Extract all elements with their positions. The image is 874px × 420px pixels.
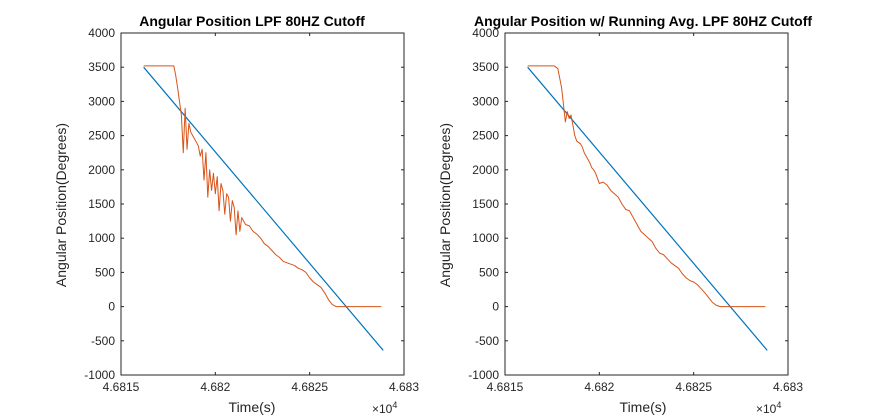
left-x-exponent-power: 4 <box>392 400 397 410</box>
left-y-tick-label: -1000 <box>84 368 115 382</box>
left-x-tick-label: 4.683 <box>389 380 419 394</box>
right-y-tick-label: 500 <box>479 265 499 279</box>
left-x-axis-exponent: ×104 <box>372 400 397 416</box>
left-x-exponent-base: ×10 <box>372 402 393 416</box>
right-y-tick-label: -500 <box>475 334 499 348</box>
left-y-tick-label: 1500 <box>88 197 115 211</box>
left-series-line-2 <box>143 65 382 308</box>
right-series-line-2 <box>527 65 766 308</box>
right-y-tick-label: 0 <box>492 300 499 314</box>
right-x-tick-label: 4.683 <box>773 380 803 394</box>
right-plot-axes: Angular Position w/ Running Avg. LPF 80H… <box>437 13 812 416</box>
right-x-tick-label: 4.6815 <box>487 380 524 394</box>
right-y-axis-label: Angular Position(Degrees) <box>437 123 453 287</box>
left-y-tick-label: 3500 <box>88 60 115 74</box>
right-y-tick-label: 2000 <box>472 163 499 177</box>
left-y-axis-label: Angular Position(Degrees) <box>53 123 69 287</box>
right-y-tick-label: 3000 <box>472 94 499 108</box>
left-x-axis-label: Time(s) <box>229 399 276 415</box>
right-x-exponent-base: ×10 <box>756 402 777 416</box>
right-plot-area: 4.6815 4.682 4.6825 4.683 -1000 -500 0 500 1000 1… <box>468 26 803 394</box>
right-y-tick-label: 1000 <box>472 231 499 245</box>
left-y-tick-label: 3000 <box>88 94 115 108</box>
right-y-tick-label: -1000 <box>468 368 499 382</box>
right-y-tick-label: 3500 <box>472 60 499 74</box>
left-series-line-1 <box>143 66 384 351</box>
left-y-tick-label: 0 <box>108 300 115 314</box>
left-x-tick-label: 4.6815 <box>103 380 140 394</box>
right-y-tick-label: 1500 <box>472 197 499 211</box>
left-plot-background <box>121 33 404 375</box>
left-plot-axes: Angular Position LPF 80HZ Cutoff 4.6815 4… <box>53 13 419 416</box>
right-x-axis-label: Time(s) <box>620 399 667 415</box>
left-y-tick-label: 2000 <box>88 163 115 177</box>
left-y-tick-label: -500 <box>91 334 115 348</box>
right-chart-title: Angular Position w/ Running Avg. LPF 80H… <box>474 13 812 29</box>
left-x-tick-label: 4.6825 <box>291 380 328 394</box>
right-x-axis-exponent: ×104 <box>756 400 781 416</box>
right-plot-background <box>505 33 788 375</box>
right-x-exponent-power: 4 <box>776 400 781 410</box>
left-y-tick-label: 2500 <box>88 129 115 143</box>
left-y-tick-label: 500 <box>95 265 115 279</box>
right-y-tick-label: 2500 <box>472 129 499 143</box>
right-x-tick-label: 4.6825 <box>675 380 712 394</box>
left-plot-area: 4.6815 4.682 4.6825 4.683 -1000 -500 0 500 1000 1… <box>84 26 419 394</box>
left-y-tick-label: 1000 <box>88 231 115 245</box>
right-y-tick-label: 4000 <box>472 26 499 40</box>
left-chart-title: Angular Position LPF 80HZ Cutoff <box>139 13 365 29</box>
right-x-tick-label: 4.682 <box>584 380 614 394</box>
left-x-tick-label: 4.682 <box>200 380 230 394</box>
left-y-tick-label: 4000 <box>88 26 115 40</box>
